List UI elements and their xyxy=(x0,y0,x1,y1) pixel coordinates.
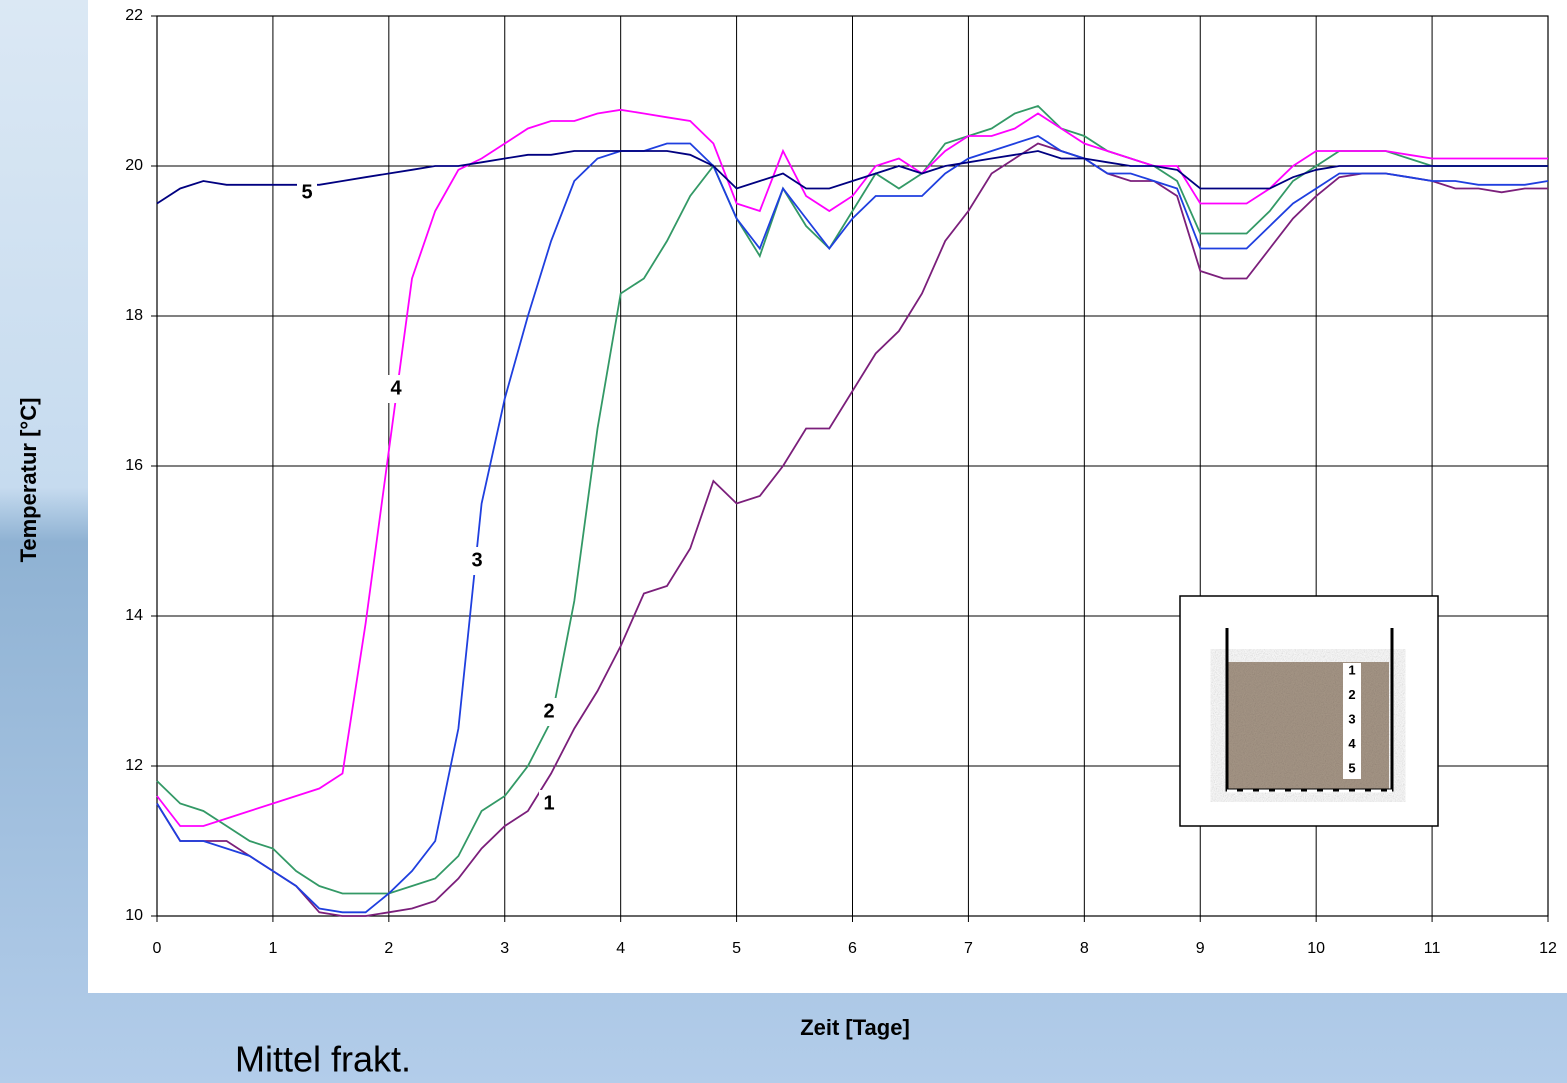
x-tick-label: 5 xyxy=(732,940,741,957)
inset-label: 1 xyxy=(1348,662,1355,677)
y-tick-label: 16 xyxy=(125,457,143,474)
inset: 1 2 3 4 5 xyxy=(1179,595,1439,827)
series-label-bg xyxy=(467,547,487,575)
series-line xyxy=(156,135,1549,914)
y-axis-label: Temperatur [°C] xyxy=(16,398,41,563)
y-tick-label: 10 xyxy=(125,907,143,924)
inset-label: 4 xyxy=(1348,736,1356,751)
y-tick-label: 20 xyxy=(125,157,143,174)
x-tick-label: 0 xyxy=(153,940,162,957)
series-label: 2 xyxy=(543,700,554,722)
y-tick-label: 12 xyxy=(125,757,143,774)
series-line xyxy=(156,108,1548,827)
y-tick-label: 18 xyxy=(125,307,143,324)
inset-label: 2 xyxy=(1348,687,1355,702)
series-line xyxy=(156,150,1548,205)
x-tick-label: 7 xyxy=(964,940,973,957)
series-line xyxy=(156,142,1548,917)
inset-label: 3 xyxy=(1348,711,1355,726)
x-tick-label: 10 xyxy=(1307,940,1325,957)
y-tick-label: 22 xyxy=(125,7,143,24)
x-tick-label: 9 xyxy=(1196,940,1205,957)
gravel xyxy=(1227,662,1389,789)
series-label: 5 xyxy=(301,181,312,203)
plot-frame xyxy=(156,15,1549,917)
x-tick-label: 4 xyxy=(616,940,625,957)
series-label-bg xyxy=(386,375,406,403)
x-tick-label: 11 xyxy=(1424,940,1441,957)
series-label: 3 xyxy=(471,549,482,571)
series-label: 4 xyxy=(390,377,402,399)
x-tick-label: 8 xyxy=(1080,940,1089,957)
x-tick-label: 1 xyxy=(268,940,277,957)
caption: Mittel frakt. xyxy=(235,1039,411,1080)
chart-area xyxy=(88,0,1567,993)
x-axis-label: Zeit [Tage] xyxy=(800,1015,910,1040)
series-label-bg xyxy=(539,698,559,726)
series-label-bg xyxy=(297,179,317,207)
label-strip xyxy=(1343,663,1361,779)
x-tick-label: 12 xyxy=(1539,940,1557,957)
x-tick-label: 2 xyxy=(384,940,393,957)
x-tick-label: 3 xyxy=(500,940,509,957)
series-label-bg xyxy=(539,790,559,818)
series-label: 1 xyxy=(543,792,554,814)
y-tick-label: 14 xyxy=(125,607,143,624)
inset-label: 5 xyxy=(1348,760,1355,775)
x-tick-label: 6 xyxy=(848,940,857,957)
